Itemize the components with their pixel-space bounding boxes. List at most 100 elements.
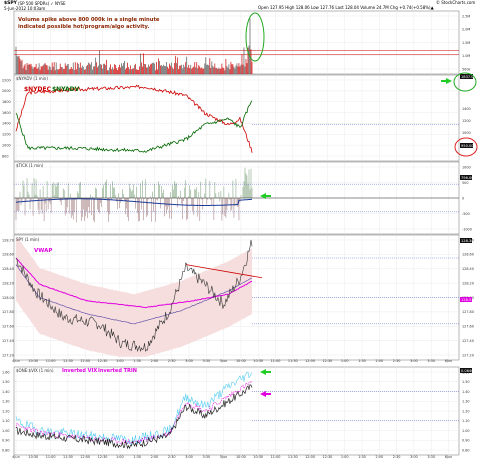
price-band-area: [16, 238, 252, 357]
price-last-tag-1: [460, 238, 472, 243]
x-tick-label: 10:00: [236, 455, 246, 459]
x-tick-label: 2:30: [393, 455, 401, 459]
y-tick-label: 127.20: [2, 353, 14, 357]
y-tick-label-right: 1.50: [462, 380, 470, 384]
tick-average-line: [15, 198, 253, 206]
y-tick-label: 800: [2, 154, 8, 158]
x-tick-label: 11:30: [63, 359, 73, 363]
y-tick-label: 1.50: [2, 380, 10, 384]
inverted-last-tag: [460, 368, 472, 373]
breadth-lines: [15, 84, 459, 153]
y-tick-label-right: 0.90: [462, 439, 470, 443]
x-tick-label: 11:00: [46, 359, 56, 363]
inverted-lines: [15, 371, 459, 450]
y-tick-label: 127.60: [2, 325, 14, 329]
y-tick-label-right: 1.00: [462, 429, 470, 433]
nydec-series-line: [15, 84, 253, 153]
legend-nyadv: $NYADV: [52, 86, 80, 93]
breadth-last-tag-2: [460, 143, 473, 148]
y-tick-label: 1200: [2, 133, 11, 137]
x-tick-label: 3:30: [202, 359, 210, 363]
y-tick-label-right: 128.40: [462, 267, 474, 271]
price-trend-line: [185, 264, 263, 279]
y-tick-label: 1000: [462, 165, 471, 169]
header-quote: Open 127.95 High 128.06 Low 127.76 Last …: [258, 5, 434, 10]
x-tick-label: 11:00: [271, 455, 281, 459]
y-tick-label: 127.80: [2, 310, 14, 314]
inverted-vix-line: [15, 381, 253, 445]
y-tick-label-right: 128.60: [462, 253, 474, 257]
breadth-panel: [13, 74, 460, 162]
x-tick-label: 2:30: [168, 455, 176, 459]
header-source: © StockCharts.com: [436, 0, 476, 5]
x-tick-label: 11:30: [288, 455, 298, 459]
x-tick-label: 1:30: [133, 359, 141, 363]
header-name: (SP 500 SPDRs) ✓ NYSE: [18, 1, 66, 6]
volume-spike-ellipse: [245, 12, 265, 62]
y-tick-label: 1.10: [2, 419, 10, 423]
x-tick-label: 2:00: [375, 359, 383, 363]
x-tick-label: 11:30: [288, 359, 298, 363]
price-average-line: [15, 264, 253, 325]
y-tick-label: 1000: [2, 143, 11, 147]
header-date: 5-Jun-2012 10:03am: [4, 6, 46, 11]
y-tick-label: 1.30: [2, 400, 10, 404]
x-tick-label: 2:30: [393, 359, 401, 363]
inverted-arrow-magenta-icon: [260, 391, 271, 397]
x-tick-label: 3:30: [427, 359, 435, 363]
tick-title: $TICK (1 min): [16, 163, 44, 168]
x-tick-label: 5Jun: [220, 359, 227, 363]
x-tick-label: 12:30: [98, 455, 108, 459]
x-tick-label: 12:00: [80, 359, 90, 363]
price-last-label-1: 128.34: [461, 239, 474, 243]
legend-nydec: $NYDEC: [24, 86, 52, 93]
x-tick-label: 12:00: [305, 455, 315, 459]
breadth-dec-ellipse: [454, 137, 478, 157]
y-tick-label: 2000: [2, 89, 11, 93]
tick-last-tag: [460, 175, 472, 180]
x-tick-label: 10:30: [253, 359, 263, 363]
spy-price-line: [15, 239, 253, 353]
x-tick-label: 2:00: [151, 359, 159, 363]
x-tick-label: 6Jun: [445, 455, 452, 459]
x-tick-label: 12:00: [80, 455, 90, 459]
legend-vwap: VWAP: [34, 248, 52, 254]
x-tick-label: 4Jun: [12, 359, 19, 363]
x-tick-label: 1:00: [116, 359, 124, 363]
price-lines: [15, 238, 459, 357]
x-tick-label: 12:30: [323, 455, 333, 459]
y-tick-label: -1000: [462, 227, 472, 231]
x-tick-label: 1:30: [133, 455, 141, 459]
y-tick-label: 128.00: [2, 296, 14, 300]
x-tick-label: 10:30: [28, 359, 38, 363]
y-tick-label: 1.40: [2, 390, 10, 394]
legend-inverted-trin: Inverted TRIN: [98, 368, 137, 374]
y-tick-label: 1.60: [2, 370, 10, 374]
vix-line: [16, 384, 253, 450]
y-tick-label: 0.80: [2, 448, 10, 452]
y-tick-label-right: 1000: [462, 131, 471, 135]
y-tick-label-right: 127.40: [462, 339, 474, 343]
y-tick-label-right: 0.80: [462, 448, 470, 452]
y-tick-label: 2.5M: [462, 14, 470, 18]
x-tick-label: 1:00: [116, 455, 124, 459]
x-tick-label: 3:00: [185, 455, 193, 459]
x-tick-label: 2:30: [168, 359, 176, 363]
header-symbol: $SPY: [4, 1, 17, 6]
y-tick-label-right: 127.20: [462, 353, 474, 357]
x-tick-label: 1:00: [341, 455, 349, 459]
y-tick-label-right: 1.40: [462, 390, 470, 394]
x-tick-label: 2:00: [151, 455, 159, 459]
y-tick-label: 127.40: [2, 339, 14, 343]
y-tick-label: 500k: [462, 67, 470, 71]
y-tick-label-right: 127.80: [462, 310, 474, 314]
x-tick-label: 10:30: [28, 455, 38, 459]
y-tick-label-right: 1200: [462, 119, 471, 123]
x-tick-label: 1:30: [358, 359, 366, 363]
nyadv-series-line: [15, 100, 253, 153]
y-tick-label-right: 1.30: [462, 400, 470, 404]
price-last-tag-2: [460, 297, 472, 302]
y-tick-label: 128.60: [2, 253, 14, 257]
y-tick-label: 128.20: [2, 281, 14, 285]
